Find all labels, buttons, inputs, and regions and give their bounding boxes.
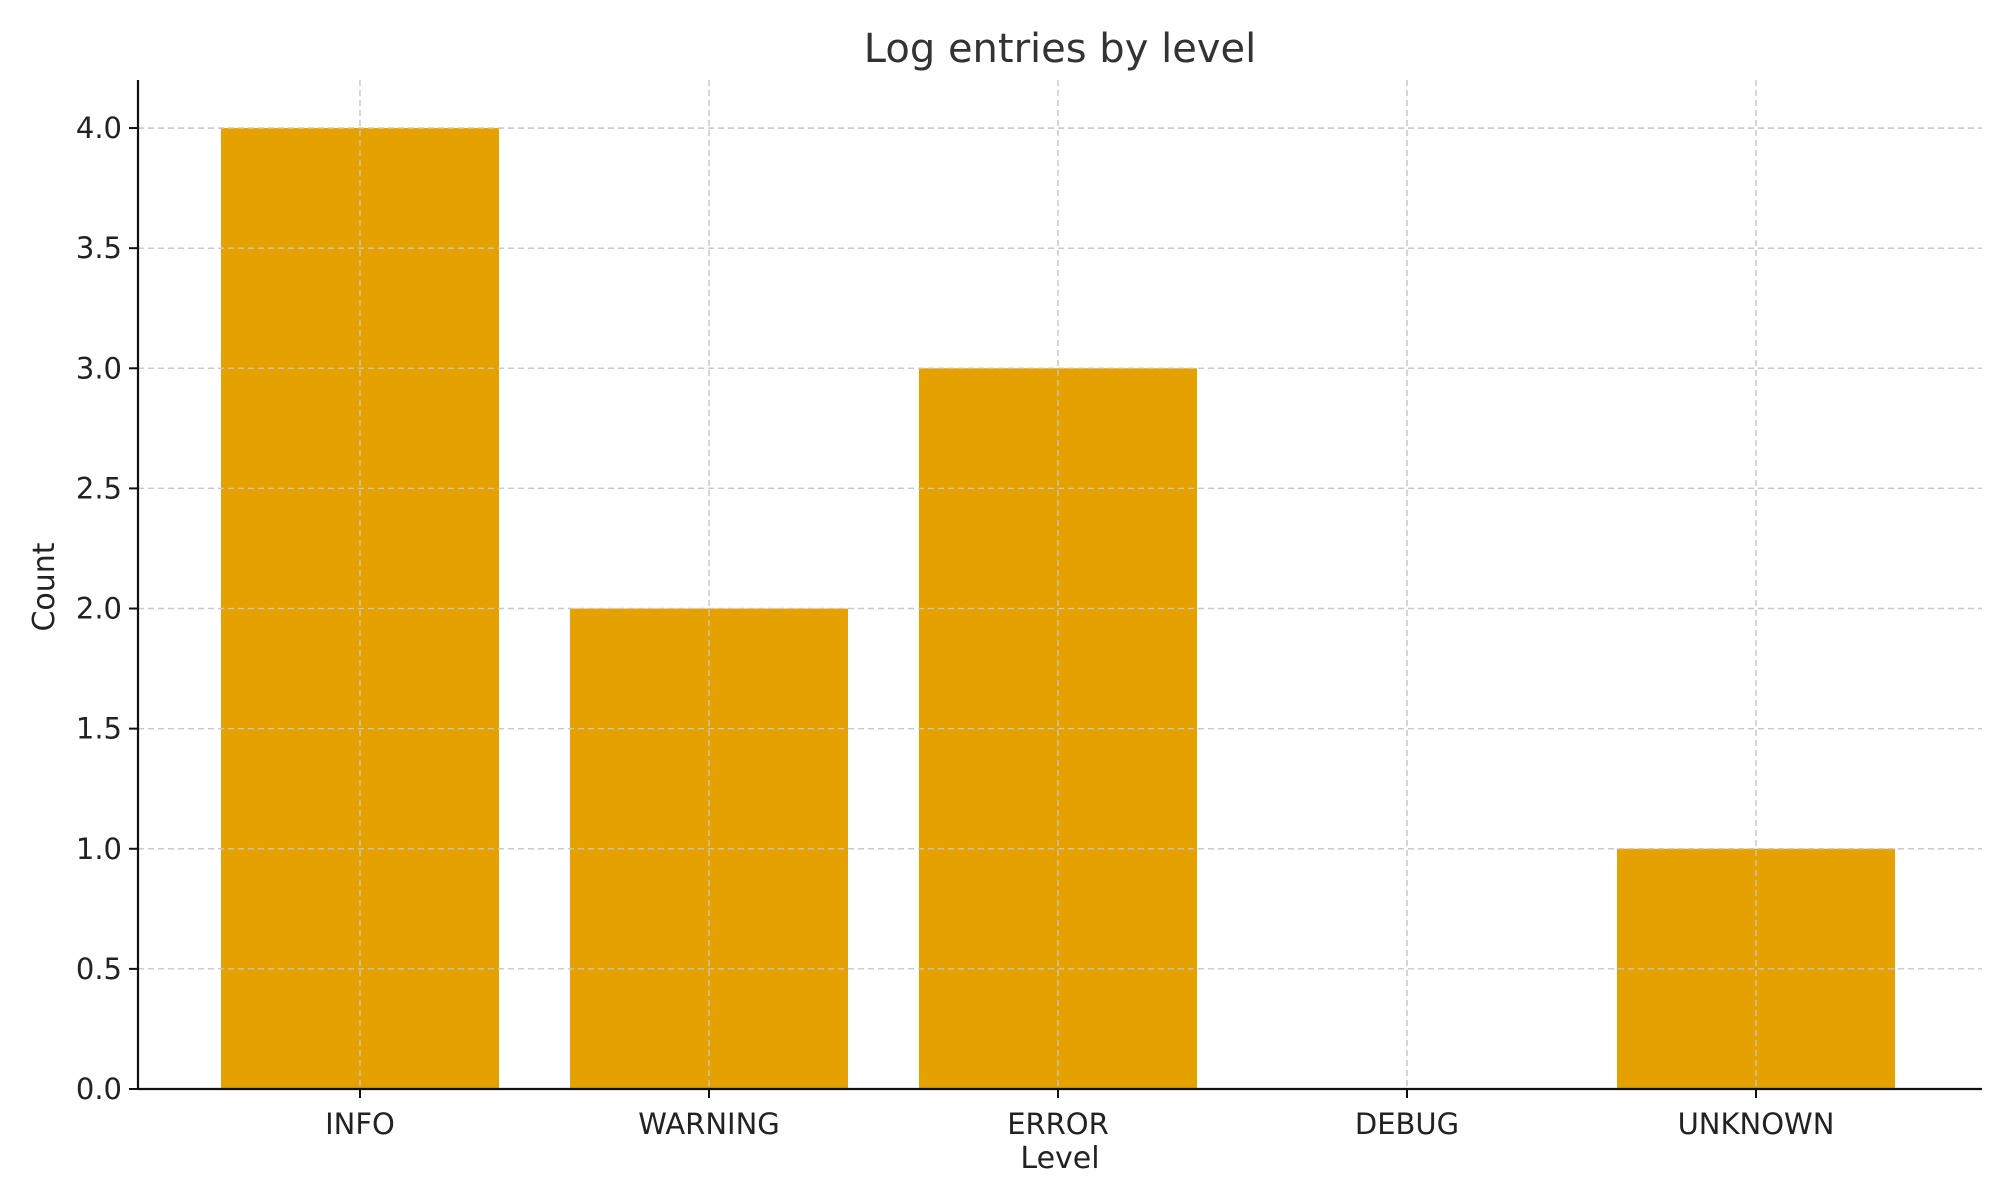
y-tick-label: 3.0 <box>76 351 122 385</box>
y-tick-label: 2.5 <box>76 471 122 505</box>
grid-overlay <box>138 80 1982 1090</box>
y-axis-label: Count <box>27 542 62 631</box>
x-axis-label: Level <box>1020 1141 1099 1176</box>
chart-title: Log entries by level <box>864 26 1256 72</box>
y-tick-label: 1.5 <box>76 712 122 746</box>
y-tick-label: 4.0 <box>76 111 122 145</box>
x-tick-label: UNKNOWN <box>1678 1107 1835 1141</box>
y-tick-label: 3.5 <box>76 231 122 265</box>
x-tick-label: DEBUG <box>1355 1107 1459 1141</box>
x-tick-label: INFO <box>325 1107 395 1141</box>
y-tick-label: 2.0 <box>76 592 122 626</box>
x-tick-label: ERROR <box>1007 1107 1109 1141</box>
x-tick-label: WARNING <box>638 1107 780 1141</box>
y-tick-label: 0.0 <box>76 1072 122 1106</box>
y-tick-label: 0.5 <box>76 952 122 986</box>
ticks-layer: 0.0 0.5 1.0 1.5 2.0 2.5 3.0 3.5 4.0 INFO WARNING ER… <box>76 111 1835 1141</box>
y-tick-label: 1.0 <box>76 832 122 866</box>
